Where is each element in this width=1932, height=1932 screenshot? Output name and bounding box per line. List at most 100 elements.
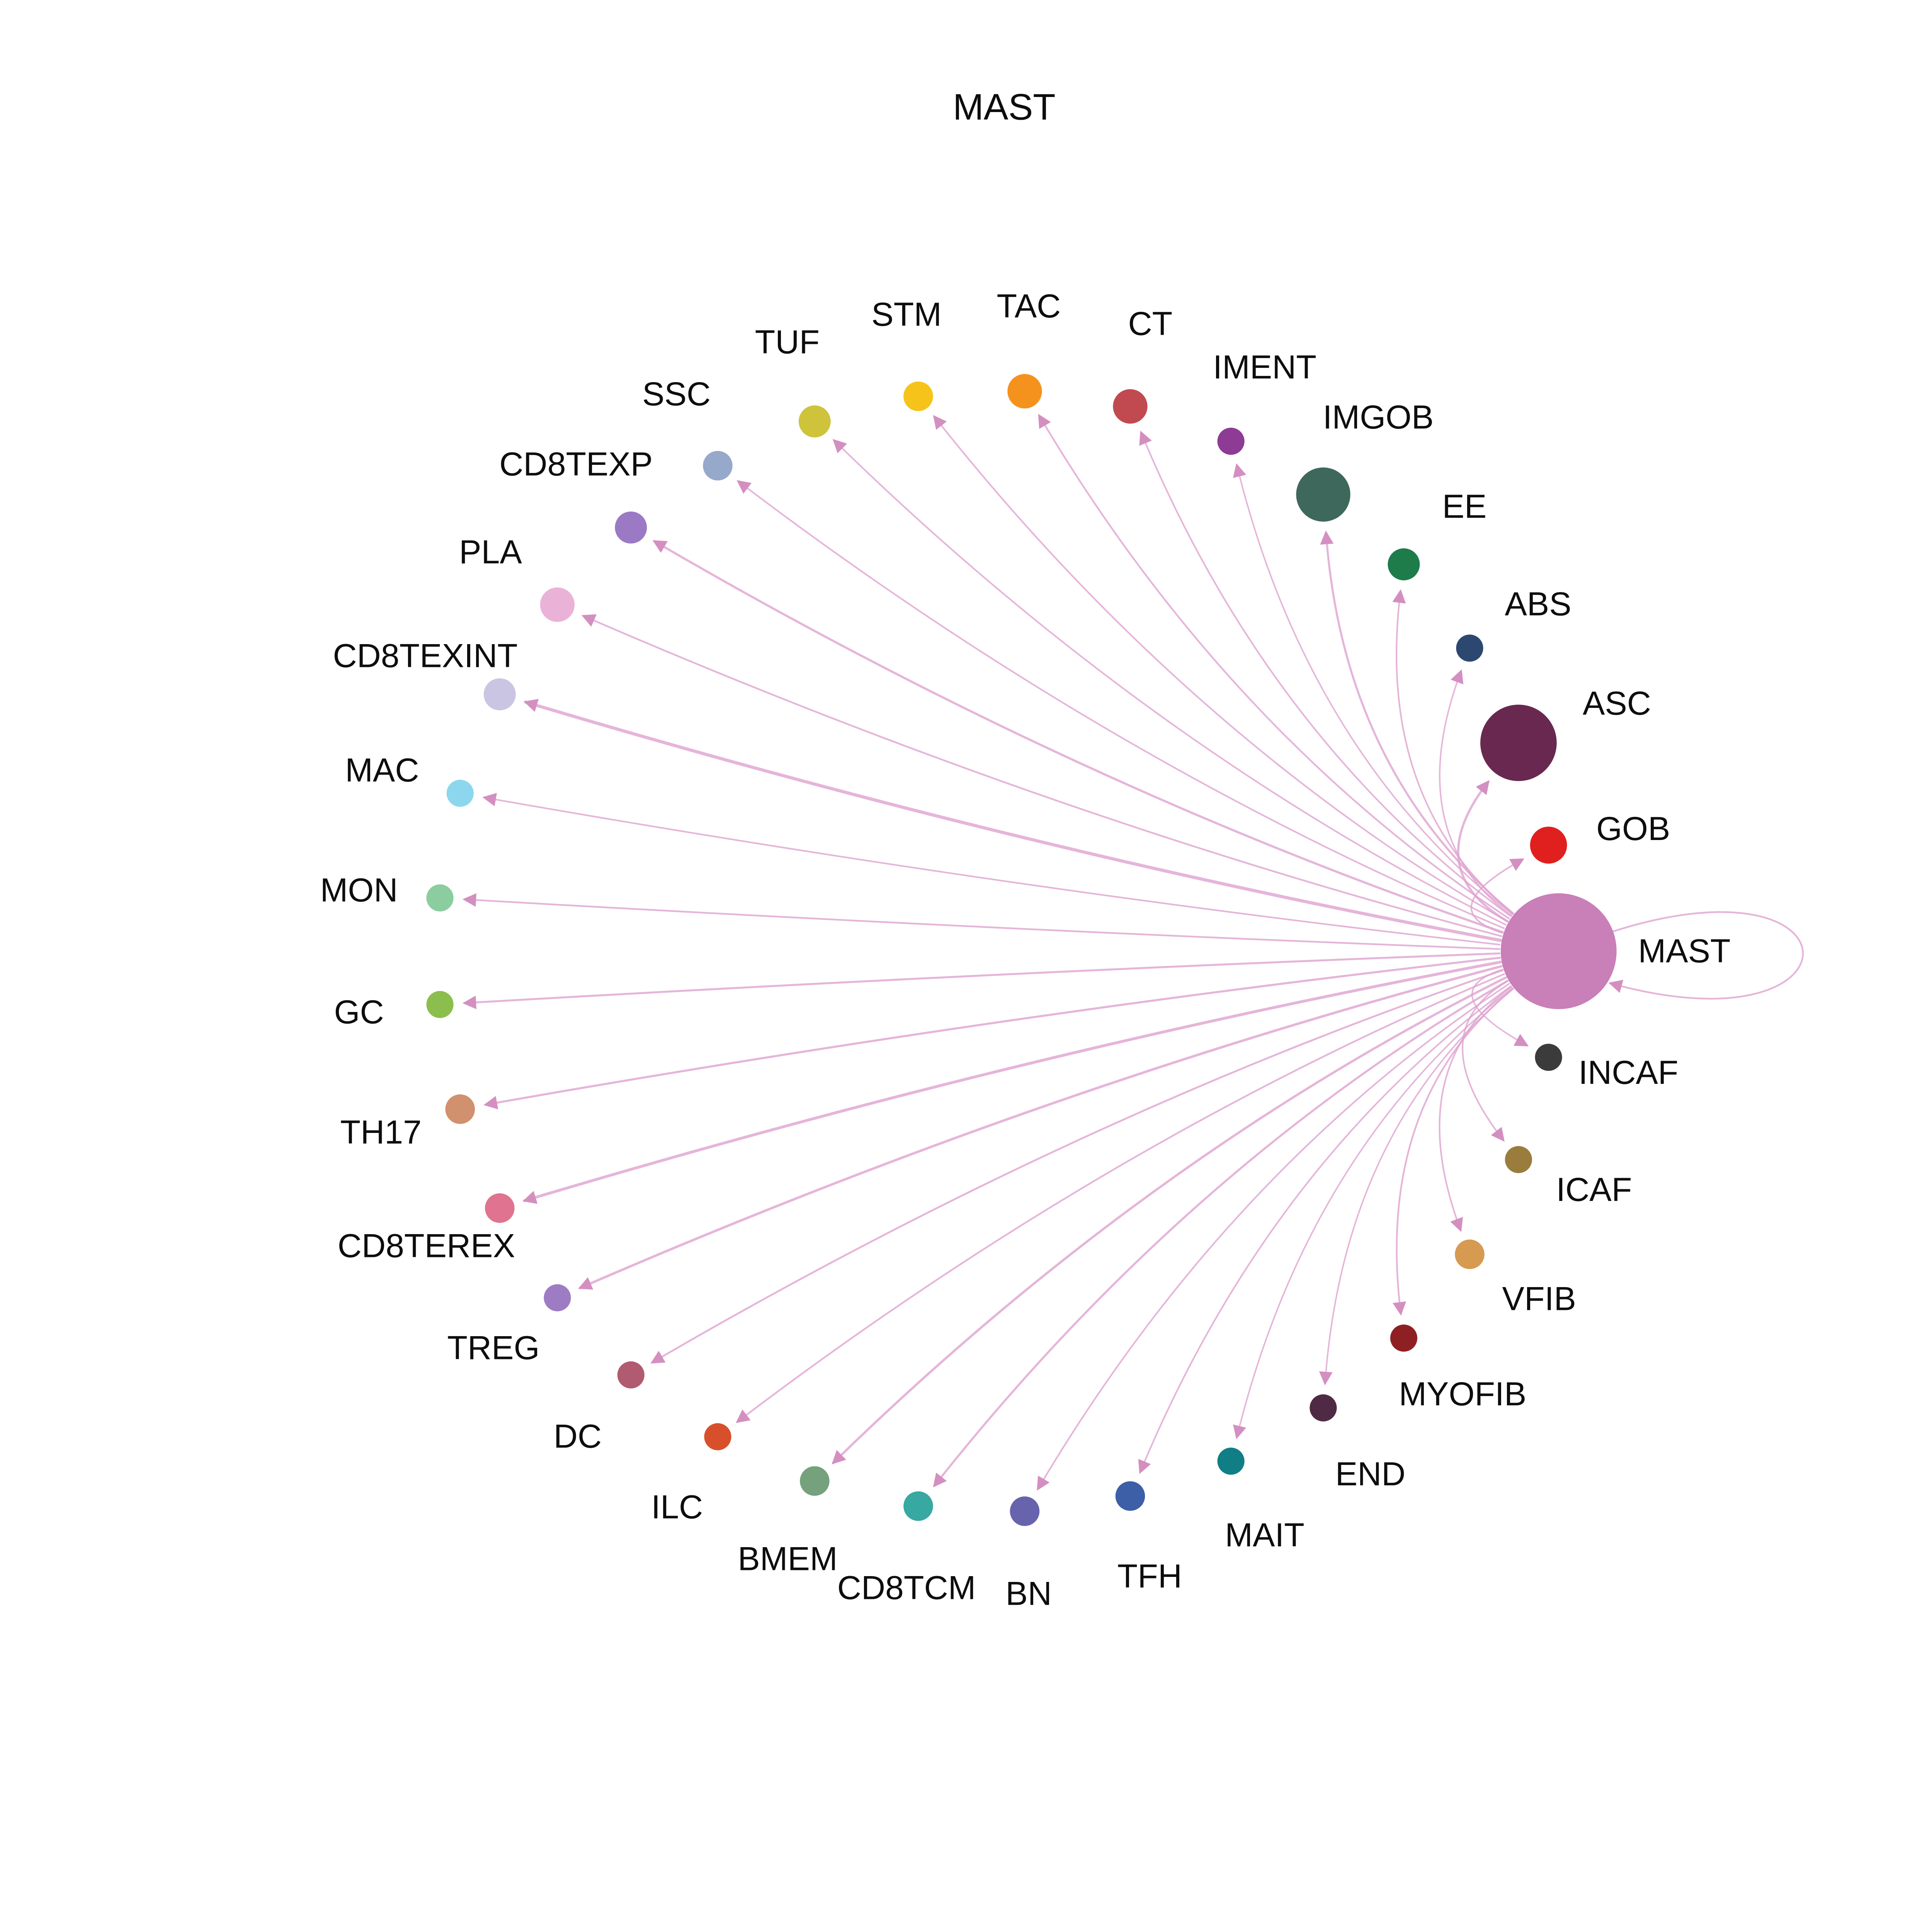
node-ilc [704, 1423, 731, 1451]
node-label-cd8texint: CD8TEXINT [333, 638, 517, 675]
node-myofib [1390, 1324, 1418, 1352]
edge-mast-tfh [1138, 985, 1512, 1474]
node-ee [1388, 548, 1420, 580]
node-cd8tcm [903, 1491, 933, 1521]
node-mast [1500, 893, 1617, 1009]
node-abs [1456, 634, 1483, 662]
edge-mast-mait [1233, 987, 1513, 1439]
self-loop-edge-mast [1608, 911, 1804, 1000]
node-label-cd8texp: CD8TEXP [499, 446, 653, 483]
node-ct [1113, 389, 1148, 424]
node-stm [903, 381, 933, 411]
node-gob [1530, 827, 1567, 864]
node-label-pla: PLA [459, 534, 522, 571]
node-label-tfh: TFH [1117, 1558, 1182, 1595]
node-label-ee: EE [1442, 488, 1486, 525]
node-bn [1010, 1496, 1040, 1526]
node-tac [1007, 374, 1042, 409]
node-pla [540, 587, 575, 622]
node-label-iment: IMENT [1213, 349, 1316, 386]
node-label-gc: GC [334, 994, 384, 1031]
edge-mast-treg [578, 965, 1503, 1290]
node-label-abs: ABS [1505, 586, 1571, 623]
edges-group [463, 414, 1804, 1491]
node-icaf [1505, 1146, 1532, 1173]
node-imgob [1296, 467, 1350, 522]
node-iment [1217, 427, 1245, 455]
node-ssc [703, 451, 733, 481]
edge-mast-icaf [1462, 980, 1509, 1142]
node-mac [446, 779, 474, 807]
edge-mast-ct [1139, 430, 1512, 917]
node-asc [1480, 704, 1557, 781]
node-label-cd8tcm: CD8TCM [837, 1569, 976, 1606]
node-label-tac: TAC [997, 288, 1061, 325]
node-mait [1217, 1447, 1245, 1475]
node-label-mait: MAIT [1225, 1517, 1304, 1554]
node-bmem [800, 1466, 830, 1496]
edge-mast-ssc [736, 480, 1505, 929]
edge-mast-incaf [1471, 969, 1529, 1047]
node-label-cd8terex: CD8TEREX [338, 1227, 515, 1264]
edge-mast-mon [463, 893, 1501, 950]
edge-mast-imgob [1320, 531, 1514, 915]
edge-mast-dc [650, 969, 1504, 1364]
node-label-tuf: TUF [755, 324, 820, 361]
node-label-asc: ASC [1583, 685, 1651, 722]
node-label-mast: MAST [1638, 933, 1730, 970]
node-label-imgob: IMGOB [1323, 399, 1434, 436]
node-label-vfib: VFIB [1502, 1281, 1576, 1318]
nodes-group [426, 374, 1617, 1526]
edge-mast-cd8texint [524, 699, 1502, 942]
node-label-icaf: ICAF [1556, 1171, 1632, 1208]
node-tuf [798, 405, 831, 438]
node-label-myofib: MYOFIB [1399, 1376, 1526, 1413]
node-label-treg: TREG [447, 1330, 539, 1367]
node-gc [426, 991, 454, 1018]
edge-mast-cd8tcm [933, 980, 1509, 1488]
node-label-mon: MON [320, 872, 398, 909]
node-cd8texp [615, 511, 647, 544]
node-label-gob: GOB [1596, 810, 1670, 847]
node-label-bmem: BMEM [738, 1541, 837, 1578]
node-label-dc: DC [554, 1418, 602, 1455]
edge-mast-iment [1233, 463, 1513, 915]
node-incaf [1535, 1044, 1562, 1071]
node-label-ilc: ILC [651, 1489, 703, 1526]
edge-mast-cd8terex [522, 961, 1502, 1204]
edge-mast-vfib [1439, 986, 1512, 1232]
edge-mast-tac [1038, 414, 1510, 920]
node-label-bn: BN [1005, 1575, 1052, 1612]
node-vfib [1455, 1239, 1485, 1269]
node-label-ct: CT [1128, 305, 1172, 342]
edge-mast-ilc [736, 973, 1505, 1423]
node-mon [426, 884, 454, 912]
node-end [1310, 1394, 1337, 1422]
edge-mast-bn [1037, 983, 1510, 1491]
node-treg [544, 1284, 571, 1311]
node-label-end: END [1335, 1456, 1406, 1493]
node-cd8terex [485, 1193, 515, 1223]
edge-mast-bmem [832, 976, 1507, 1464]
node-th17 [445, 1094, 475, 1124]
node-cd8texint [483, 678, 516, 711]
node-dc [617, 1361, 645, 1389]
node-label-ssc: SSC [642, 376, 711, 413]
plot-title: MAST [953, 86, 1056, 128]
edge-mast-th17 [483, 957, 1501, 1109]
node-label-stm: STM [871, 296, 942, 333]
edge-mast-mac [482, 793, 1501, 946]
edge-mast-pla [581, 614, 1503, 937]
edge-mast-myofib [1393, 988, 1514, 1316]
node-tfh [1115, 1481, 1145, 1511]
edge-mast-stm [933, 415, 1509, 923]
edge-mast-gc [463, 952, 1501, 1009]
edge-mast-tuf [832, 439, 1507, 926]
node-label-mac: MAC [345, 752, 419, 789]
node-label-th17: TH17 [340, 1114, 422, 1151]
edge-mast-cd8texp [652, 540, 1504, 934]
node-label-incaf: INCAF [1578, 1054, 1678, 1091]
